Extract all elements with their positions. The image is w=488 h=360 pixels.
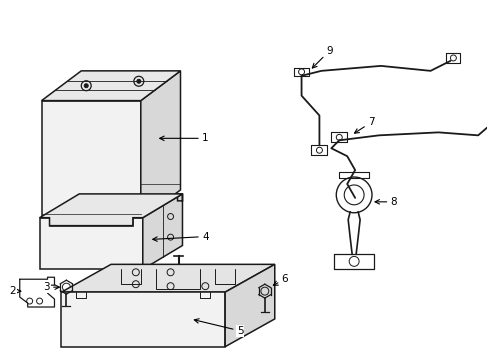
Circle shape (84, 84, 88, 88)
Text: 8: 8 (374, 197, 396, 207)
Polygon shape (40, 218, 142, 269)
Text: 2: 2 (9, 286, 20, 296)
Text: 9: 9 (312, 46, 332, 68)
Text: 7: 7 (354, 117, 373, 133)
Polygon shape (141, 71, 180, 220)
Polygon shape (61, 292, 224, 347)
Text: 6: 6 (273, 274, 287, 285)
Polygon shape (224, 264, 274, 347)
Polygon shape (61, 264, 274, 292)
Polygon shape (142, 194, 182, 269)
Polygon shape (41, 71, 180, 100)
Circle shape (137, 79, 141, 83)
Text: 5: 5 (194, 319, 243, 336)
Polygon shape (40, 194, 182, 226)
Text: 4: 4 (152, 231, 208, 242)
Polygon shape (41, 100, 141, 220)
Text: 1: 1 (160, 133, 208, 143)
Text: 3: 3 (43, 282, 59, 292)
